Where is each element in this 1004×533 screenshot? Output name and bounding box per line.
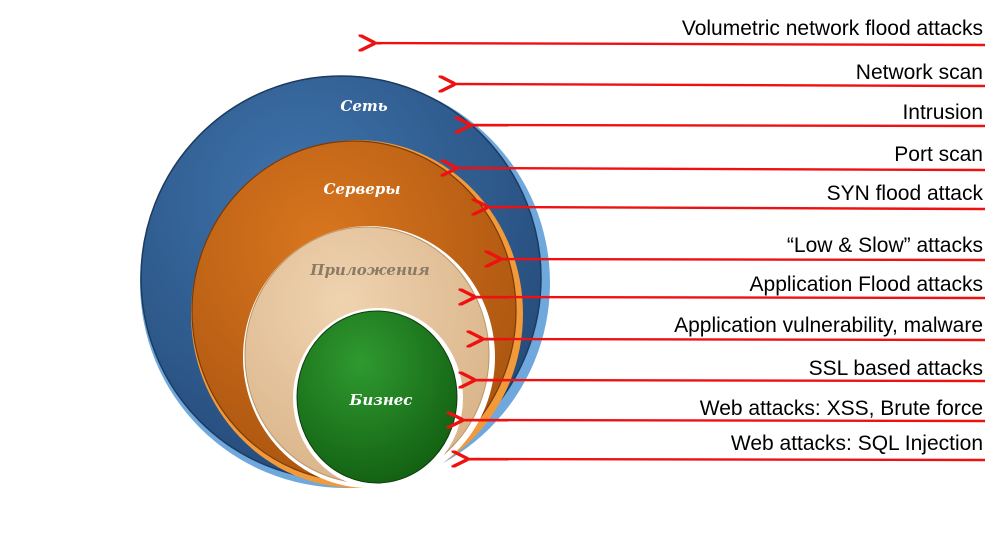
arrow-ssl-attacks bbox=[472, 380, 986, 381]
attack-label-application-vulnerability: Application vulnerability, malware bbox=[674, 314, 983, 337]
attack-label-volumetric-flood: Volumetric network flood attacks bbox=[682, 17, 983, 40]
layer-label-applications: Приложения bbox=[309, 261, 430, 279]
arrow-volumetric-flood bbox=[372, 43, 986, 45]
arrow-network-scan bbox=[452, 84, 986, 86]
arrow-application-vulnerability bbox=[480, 339, 986, 340]
arrow-application-flood bbox=[472, 297, 986, 298]
attack-label-network-scan: Network scan bbox=[856, 61, 983, 84]
business-circle bbox=[296, 310, 458, 484]
layer-label-servers: Серверы bbox=[323, 180, 400, 198]
arrow-sql-injection bbox=[465, 459, 986, 460]
arrow-port-scan bbox=[454, 168, 986, 170]
arrow-xss-brute-force bbox=[460, 420, 986, 421]
layer-label-network: Сеть bbox=[340, 97, 387, 115]
attack-label-intrusion: Intrusion bbox=[902, 101, 983, 124]
arrow-syn-flood bbox=[485, 207, 986, 209]
attack-label-syn-flood: SYN flood attack bbox=[827, 182, 984, 205]
attack-label-sql-injection: Web attacks: SQL Injection bbox=[731, 432, 983, 455]
attack-label-xss-brute-force: Web attacks: XSS, Brute force bbox=[700, 397, 983, 420]
attack-label-low-and-slow: “Low & Slow” attacks bbox=[787, 234, 983, 257]
attack-label-ssl-attacks: SSL based attacks bbox=[809, 357, 983, 380]
arrow-low-and-slow bbox=[498, 259, 986, 260]
business-layer bbox=[293, 308, 463, 488]
attack-label-application-flood: Application Flood attacks bbox=[750, 273, 983, 296]
attack-labels: Volumetric network flood attacks Network… bbox=[674, 17, 983, 455]
layer-label-business: Бизнес bbox=[349, 391, 413, 409]
attack-arrows bbox=[372, 43, 986, 460]
attack-label-port-scan: Port scan bbox=[894, 143, 983, 166]
arrow-intrusion bbox=[468, 125, 986, 126]
